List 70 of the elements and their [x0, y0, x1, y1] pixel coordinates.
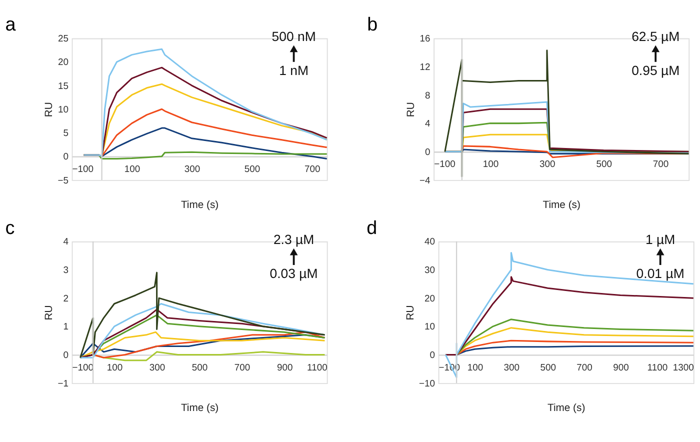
x-tick-label: 700 — [304, 164, 320, 175]
x-tick-label: −100 — [72, 164, 94, 175]
x-tick-label: 100 — [124, 164, 140, 175]
y-tick-label: 25 — [58, 34, 68, 45]
x-tick-label: 500 — [540, 362, 556, 374]
y-tick-label: 0 — [63, 152, 68, 163]
x-tick-label: 500 — [596, 159, 612, 170]
annotation: 0.01 µM — [636, 266, 684, 282]
y-tick-label: −5 — [58, 175, 68, 186]
x-axis-title: Time (s) — [548, 402, 586, 414]
x-axis-title: Time (s) — [180, 402, 219, 414]
y-tick-label: 20 — [424, 293, 436, 304]
y-axis-title: RU — [44, 305, 56, 320]
y-tick-label: −4 — [420, 175, 430, 186]
y-axis-title: RU — [44, 102, 56, 118]
x-tick-label: 100 — [482, 159, 499, 170]
x-tick-label: 300 — [504, 362, 520, 374]
chart-title: a — [5, 14, 16, 36]
chart-title: d — [366, 218, 378, 239]
y-tick-label: 10 — [58, 104, 68, 116]
x-tick-label: 700 — [234, 362, 250, 374]
annotation: 2.3 µM — [273, 232, 314, 248]
x-tick-label: 900 — [276, 362, 293, 374]
y-tick-label: 10 — [424, 322, 436, 333]
y-tick-label: 5 — [63, 128, 68, 140]
y-tick-label: 0 — [430, 350, 436, 362]
line-series — [83, 48, 328, 158]
y-tick-label: 1 — [63, 322, 68, 333]
y-tick-label: 15 — [58, 80, 68, 92]
annotation: 500 nM — [272, 29, 316, 44]
x-tick-label: 1300 — [672, 362, 694, 374]
line-series — [444, 101, 690, 154]
y-tick-label: 4 — [425, 118, 430, 130]
y-tick-label: 12 — [420, 62, 430, 73]
chart-title: c — [5, 218, 15, 239]
chart-title: b — [367, 14, 378, 36]
x-tick-label: 700 — [576, 362, 592, 374]
x-tick-label: 700 — [652, 159, 669, 170]
y-tick-label: 0 — [63, 350, 68, 362]
annotation: 0.95 µM — [632, 63, 680, 78]
x-tick-label: 300 — [540, 159, 556, 170]
annotation: 0.03 µM — [270, 266, 318, 282]
y-tick-label: 20 — [58, 57, 68, 68]
y-tick-label: 4 — [63, 236, 68, 248]
x-tick-label: 500 — [192, 362, 208, 374]
x-tick-label: 100 — [106, 362, 123, 374]
y-tick-label: 16 — [420, 34, 430, 45]
x-tick-label: 300 — [149, 362, 166, 374]
y-tick-label: 40 — [424, 236, 436, 248]
x-tick-label: 1100 — [307, 362, 328, 374]
x-tick-label: −100 — [434, 159, 456, 170]
x-tick-label: 100 — [467, 362, 484, 374]
y-tick-label: 3 — [63, 265, 68, 276]
annotation: 1 nM — [279, 63, 308, 78]
y-tick-label: 8 — [425, 90, 430, 102]
annotation: 62.5 µM — [632, 29, 680, 44]
y-tick-label: 30 — [424, 265, 436, 276]
x-tick-label: 300 — [184, 164, 200, 175]
x-tick-label: 1100 — [647, 362, 668, 374]
annotation: 1 µM — [645, 232, 676, 248]
y-axis-title: RU — [405, 305, 416, 320]
y-tick-label: −10 — [419, 378, 436, 390]
y-tick-label: −1 — [58, 378, 68, 390]
x-axis-title: Time (s) — [542, 200, 580, 211]
x-tick-label: 500 — [244, 164, 260, 175]
y-tick-label: 2 — [63, 293, 68, 304]
y-axis-title: RU — [406, 102, 417, 118]
y-tick-label: 0 — [425, 146, 430, 158]
x-axis-title: Time (s) — [180, 200, 219, 211]
x-tick-label: 900 — [613, 362, 629, 374]
